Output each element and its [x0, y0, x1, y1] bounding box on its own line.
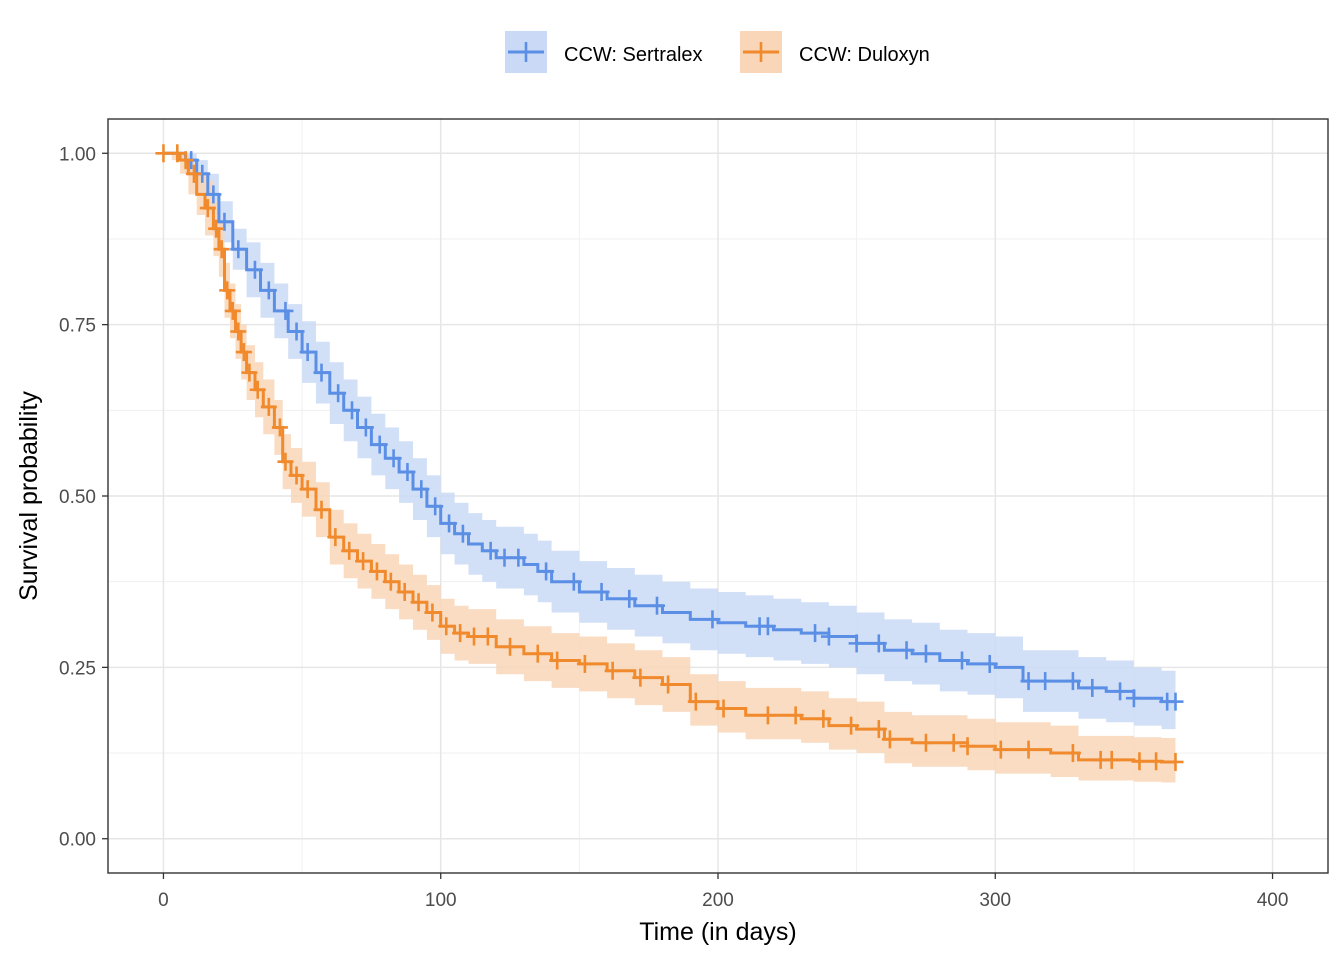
y-tick-label: 0.50 — [59, 487, 96, 508]
x-tick-label: 0 — [158, 890, 169, 911]
x-axis-title: Time (in days) — [639, 918, 796, 946]
x-tick-label: 400 — [1257, 890, 1289, 911]
legend-label-duloxyn: CCW: Duloxyn — [799, 44, 930, 66]
y-tick-label: 0.25 — [59, 658, 96, 679]
y-axis-title: Survival probability — [15, 391, 43, 601]
x-axis: 0 100 200 300 400 — [158, 873, 1288, 911]
legend-label-sertralex: CCW: Sertralex — [564, 44, 703, 66]
x-tick-label: 100 — [425, 890, 457, 911]
x-tick-label: 200 — [702, 890, 734, 911]
censor-marks — [155, 144, 1184, 771]
legend: CCW: Sertralex CCW: Duloxyn — [505, 31, 930, 73]
confidence-band-duloxyn — [163, 153, 1176, 783]
y-tick-label: 0.75 — [59, 316, 96, 337]
y-tick-label: 0.00 — [59, 830, 96, 851]
y-axis: 0.00 0.25 0.50 0.75 1.00 — [59, 144, 108, 851]
y-tick-label: 1.00 — [59, 144, 96, 165]
x-tick-label: 300 — [979, 890, 1011, 911]
